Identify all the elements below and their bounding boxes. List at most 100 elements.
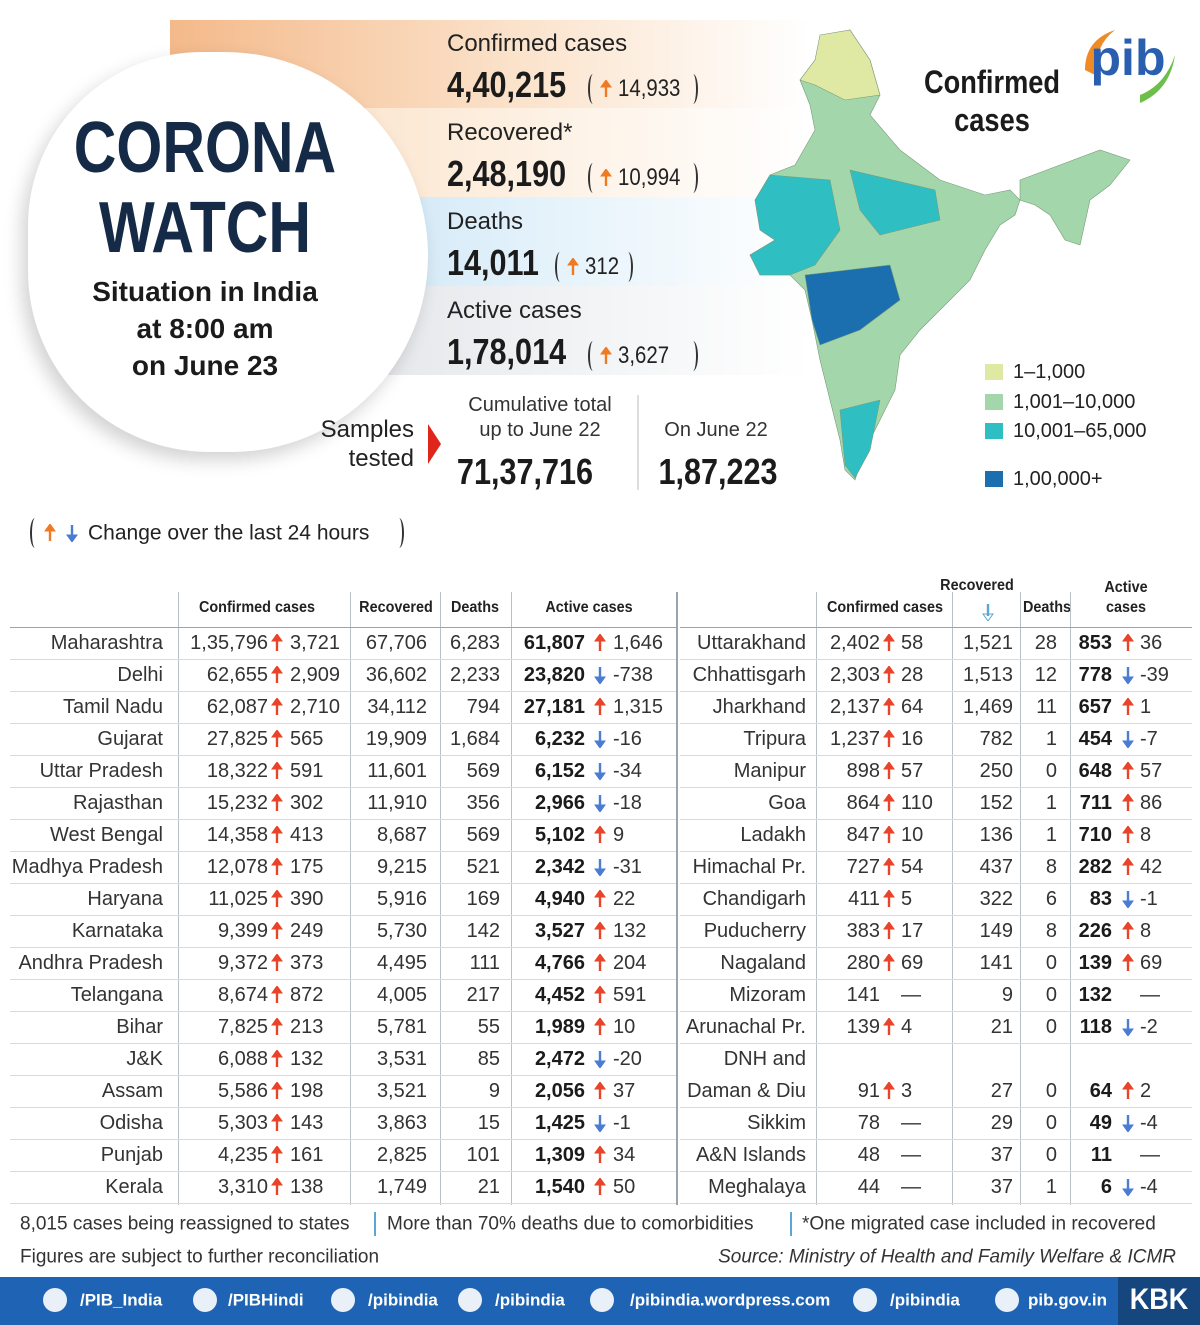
region-name: Madhya Pradesh: [11, 856, 163, 878]
active-change-arrow: [594, 795, 606, 812]
confirmed-change: 249: [290, 920, 324, 942]
recovered: 11,910: [367, 792, 427, 814]
column-rule: [178, 592, 179, 1205]
change-parens: [555, 252, 633, 282]
active: 2,056: [534, 1080, 585, 1102]
recovered: 2,825: [376, 1144, 427, 1166]
row-rule: [680, 1011, 1192, 1012]
confirmed: 5,303: [217, 1112, 268, 1134]
confirmed: 6,088: [217, 1048, 268, 1070]
row-rule: [10, 1075, 676, 1076]
legend-swatch: [985, 423, 1003, 439]
header-arrow: [982, 604, 994, 621]
confirmed-change: 2,909: [290, 664, 341, 686]
active-change: -1: [613, 1112, 631, 1134]
column-header: Recovered: [359, 599, 433, 616]
confirmed-change: 28: [901, 664, 924, 686]
footer-note: *One migrated case included in recovered: [802, 1213, 1156, 1235]
footer-note: 8,015 cases being reassigned to states: [20, 1213, 350, 1235]
column-rule: [1070, 592, 1071, 1205]
confirmed: 91: [857, 1080, 880, 1102]
confirmed-change: 390: [290, 888, 324, 910]
region-name: Himachal Pr.: [692, 856, 806, 878]
region-name: Gujarat: [97, 728, 163, 750]
logo-swoosh: [1140, 55, 1175, 103]
confirmed-change: 16: [901, 728, 924, 750]
active-change: 2: [1140, 1080, 1152, 1102]
region-name: Tamil Nadu: [62, 696, 163, 718]
confirmed: 1,237: [829, 728, 880, 750]
confirmed-change-arrow: [883, 922, 895, 939]
active: 139: [1078, 952, 1112, 974]
legend-label: 1,00,000+: [1013, 468, 1103, 490]
active: 1,425: [534, 1112, 585, 1134]
confirmed: 12,078: [206, 856, 268, 878]
active: 5,102: [534, 824, 585, 846]
daily-value: 1,87,223: [658, 451, 778, 492]
confirmed-change: 64: [901, 696, 924, 718]
confirmed-change-arrow: [883, 634, 895, 651]
active: 2,966: [534, 792, 585, 814]
confirmed: 11,025: [208, 888, 268, 910]
logo-swoosh-top: [1085, 30, 1115, 75]
source: Source: Ministry of Health and Family We…: [718, 1246, 1176, 1268]
active-change-arrow: [594, 763, 606, 780]
confirmed-change-arrow: [271, 890, 283, 907]
active-change-arrow: [1122, 1082, 1134, 1099]
row-rule: [680, 947, 1192, 948]
row-rule: [680, 915, 1192, 916]
map-south: [839, 399, 881, 479]
active-change-arrow: [594, 1051, 606, 1068]
column-rule: [440, 592, 441, 1205]
region-name: DNH and: [723, 1048, 806, 1070]
samples-pointer: [428, 424, 441, 464]
deaths: 1: [1045, 728, 1057, 750]
region-name: Punjab: [100, 1144, 163, 1166]
title-card: [28, 52, 428, 452]
row-rule: [680, 851, 1192, 852]
confirmed: 2,137: [829, 696, 880, 718]
summary-change: 14,933: [618, 75, 681, 102]
confirmed: 9,372: [217, 952, 268, 974]
note-separator: [790, 1212, 792, 1236]
active: 49: [1089, 1112, 1112, 1134]
active-change: -4: [1140, 1112, 1158, 1134]
cumulative-value: 71,37,716: [456, 451, 594, 492]
map-west: [749, 174, 841, 276]
region-name: Maharashtra: [50, 632, 163, 654]
row-rule: [680, 691, 1192, 692]
change-parens: [588, 163, 698, 193]
row-rule: [10, 883, 676, 884]
active-change: 8: [1140, 824, 1152, 846]
recovered: 5,730: [376, 920, 427, 942]
row-rule: [10, 915, 676, 916]
recovered: 4,495: [376, 952, 427, 974]
summary-label: Confirmed cases: [447, 30, 628, 57]
map-title: Confirmed: [924, 64, 1060, 100]
samples-label: Samples: [320, 416, 414, 443]
confirmed-change: 132: [290, 1048, 324, 1070]
column-header: Deaths: [450, 599, 500, 616]
confirmed-change-arrow: [271, 1146, 283, 1163]
active-change-arrow: [594, 634, 606, 651]
row-rule: [10, 819, 676, 820]
deaths: 9: [488, 1080, 500, 1102]
recovered: 27: [990, 1080, 1013, 1102]
note-arrow-up: [44, 524, 56, 541]
active-change: 1,646: [613, 632, 664, 654]
social-icon: [458, 1288, 482, 1312]
confirmed-change-arrow: [883, 762, 895, 779]
confirmed: 8,674: [217, 984, 268, 1006]
active: 657: [1078, 696, 1112, 718]
active-change-arrow: [1122, 1115, 1134, 1132]
confirmed-change: 198: [290, 1080, 324, 1102]
region-name: Andhra Pradesh: [18, 952, 163, 974]
region-name: Assam: [101, 1080, 163, 1102]
confirmed-change-arrow: [883, 890, 895, 907]
social-handle: /pibindia: [495, 1290, 565, 1310]
deaths: 217: [466, 984, 500, 1006]
confirmed-change-arrow: [271, 698, 283, 715]
confirmed-change-arrow: [271, 858, 283, 875]
active: 711: [1079, 792, 1112, 814]
region-name: Bihar: [116, 1016, 163, 1038]
